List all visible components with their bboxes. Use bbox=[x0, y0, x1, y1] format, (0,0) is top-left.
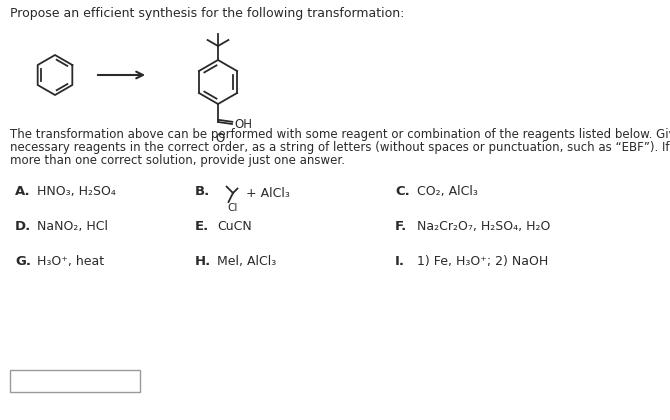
Text: NaNO₂, HCl: NaNO₂, HCl bbox=[37, 220, 108, 233]
Text: C.: C. bbox=[395, 185, 410, 198]
Text: CO₂, AlCl₃: CO₂, AlCl₃ bbox=[417, 185, 478, 198]
Text: G.: G. bbox=[15, 255, 31, 268]
Text: H₃O⁺, heat: H₃O⁺, heat bbox=[37, 255, 104, 268]
Text: H.: H. bbox=[195, 255, 211, 268]
FancyBboxPatch shape bbox=[10, 370, 140, 392]
Text: 1) Fe, H₃O⁺; 2) NaOH: 1) Fe, H₃O⁺; 2) NaOH bbox=[417, 255, 548, 268]
Text: CuCN: CuCN bbox=[217, 220, 252, 233]
Text: O: O bbox=[215, 132, 224, 145]
Text: OH: OH bbox=[234, 118, 252, 131]
Text: Na₂Cr₂O₇, H₂SO₄, H₂O: Na₂Cr₂O₇, H₂SO₄, H₂O bbox=[417, 220, 550, 233]
Text: + AlCl₃: + AlCl₃ bbox=[246, 187, 290, 200]
Text: F.: F. bbox=[395, 220, 407, 233]
Text: HNO₃, H₂SO₄: HNO₃, H₂SO₄ bbox=[37, 185, 116, 198]
Text: more than one correct solution, provide just one answer.: more than one correct solution, provide … bbox=[10, 154, 345, 167]
Text: necessary reagents in the correct order, as a string of letters (without spaces : necessary reagents in the correct order,… bbox=[10, 141, 670, 154]
Text: Mel, AlCl₃: Mel, AlCl₃ bbox=[217, 255, 276, 268]
Text: D.: D. bbox=[15, 220, 31, 233]
Text: Cl: Cl bbox=[228, 203, 238, 213]
Text: Propose an efficient synthesis for the following transformation:: Propose an efficient synthesis for the f… bbox=[10, 7, 405, 20]
Text: I.: I. bbox=[395, 255, 405, 268]
Text: A.: A. bbox=[15, 185, 31, 198]
Text: E.: E. bbox=[195, 220, 209, 233]
Text: B.: B. bbox=[195, 185, 210, 198]
Text: The transformation above can be performed with some reagent or combination of th: The transformation above can be performe… bbox=[10, 128, 670, 141]
